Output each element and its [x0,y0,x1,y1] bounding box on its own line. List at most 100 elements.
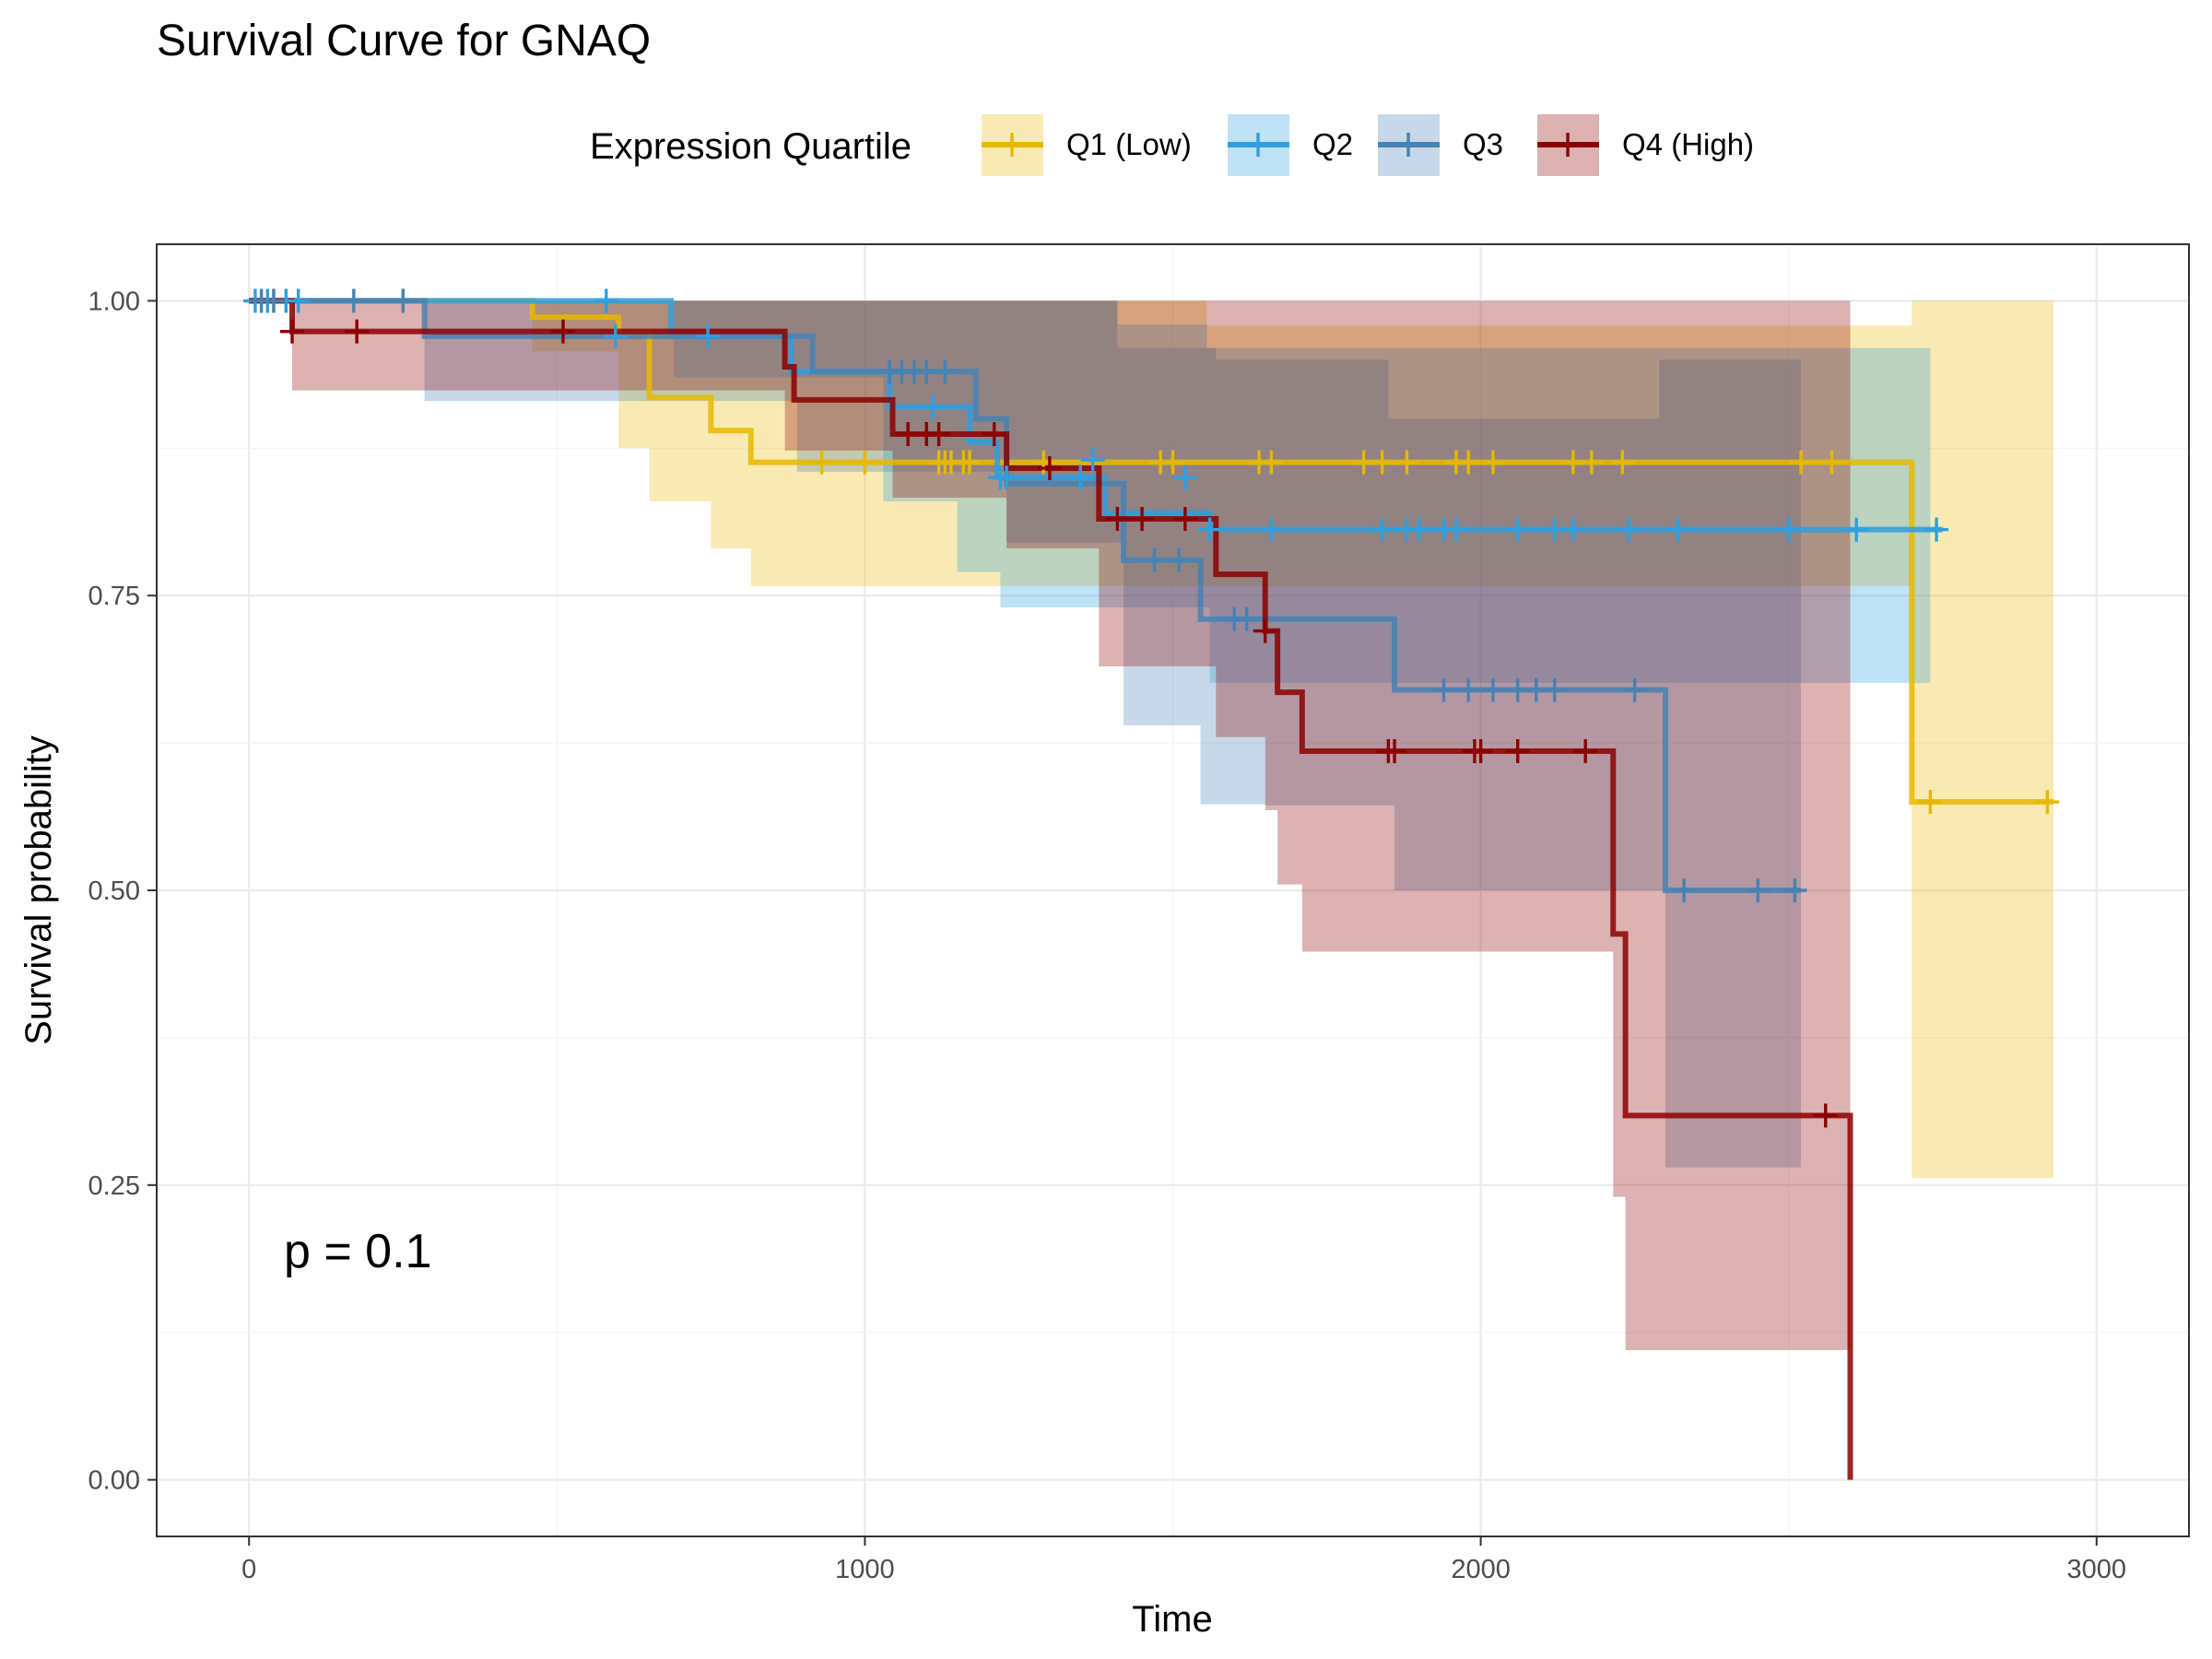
censor-mark [1456,450,1481,475]
censor-mark [958,450,982,475]
x-tick-label: 3000 [2067,1555,2127,1584]
legend-label: Q3 [1463,127,1503,161]
censor-mark [2035,790,2060,815]
censor-mark [1406,517,1431,542]
survival-curve-q1 [249,298,2053,806]
censor-mark [1813,1103,1838,1128]
legend-item-q3: Q3 [1378,114,1503,176]
censor-mark [1783,878,1807,902]
legend-item-q2: Q2 [1228,114,1353,176]
censor-mark [809,450,834,475]
y-axis-label: Survival probability [18,735,59,1045]
legend-item-q4: Q4 (High) [1537,114,1754,176]
y-tick-label: 0.75 [88,582,140,611]
censor-mark [920,394,945,419]
censor-mark [551,319,575,344]
censor-mark [1672,878,1697,902]
censor-mark [1480,677,1505,702]
censor-mark [1031,450,1056,475]
censor-mark [853,450,877,475]
censor-mark [594,288,618,313]
x-tick-label: 1000 [835,1555,895,1584]
censor-mark [1259,450,1284,475]
censor-mark [1142,547,1167,572]
p-value-annotation: p = 0.1 [284,1225,431,1278]
censor-mark [1172,465,1197,490]
x-tick-label: 0 [241,1555,256,1584]
censor-mark [1370,517,1394,542]
censor-mark [994,465,1019,490]
censor-mark [1579,450,1604,475]
ci-ribbon-q3 [249,300,1802,1168]
censor-mark [1172,507,1197,532]
censor-mark [1037,456,1062,481]
legend-label: Q4 (High) [1622,127,1754,161]
censor-mark [1610,450,1635,475]
censor-mark [1370,450,1394,475]
censor-mark [280,319,304,344]
censor-mark [1234,606,1259,631]
censor-mark [603,324,628,348]
censor-mark [1616,517,1641,542]
censor-mark [1431,677,1456,702]
legend-label: Q2 [1312,127,1353,161]
censor-mark [1918,790,1943,815]
censor-mark [1573,739,1598,764]
ci-ribbon-q1 [249,300,2053,1179]
censor-mark [1622,677,1647,702]
censor-mark [1844,517,1869,542]
censor-mark [1394,450,1419,475]
censor-mark [1068,465,1093,490]
censor-mark [286,288,311,313]
censor-mark [1480,450,1505,475]
censor-mark [1819,450,1844,475]
censor-mark [1560,517,1585,542]
censor-mark [1197,517,1222,542]
censor-mark [1382,739,1407,764]
censor-mark [1443,517,1468,542]
censor-mark [1105,507,1130,532]
censor-mark [933,359,958,384]
censor-mark [1924,517,1949,542]
censor-mark [982,421,1006,446]
censor-mark [1505,739,1530,764]
legend-key-censor [1246,133,1270,157]
x-tick-label: 2000 [1451,1555,1511,1584]
legend-key-censor [1396,133,1420,157]
x-axis-label: Time [1132,1599,1212,1640]
censor-mark [1167,547,1192,572]
censor-mark [1505,517,1530,542]
plot-panel [156,243,2190,1537]
legend-title: Expression Quartile [590,126,912,167]
ci-ribbon-q2 [249,300,1931,683]
chart-title: Survival Curve for GNAQ [157,17,651,65]
censor-mark [341,288,366,313]
legend-key-censor [1000,133,1024,157]
survival-curve-q4 [249,298,1853,1480]
ci-ribbon-q4 [249,300,1851,1350]
censor-mark [1253,618,1277,643]
censor-mark [1468,739,1493,764]
y-tick-label: 0.50 [88,877,140,906]
censor-mark [261,288,286,313]
censor-mark [1665,517,1690,542]
censor-mark [1259,517,1284,542]
legend-label: Q1 (Low) [1066,127,1192,161]
censor-mark [1160,450,1185,475]
censor-mark [1746,878,1771,902]
censor-mark [1080,448,1105,473]
legend-item-q1: Q1 (Low) [982,114,1192,176]
y-tick-label: 1.00 [88,287,140,316]
censor-mark [1542,677,1567,702]
legend-key-censor [1556,133,1580,157]
censor-mark [696,324,721,348]
censor-mark [1789,450,1814,475]
censor-mark [1456,677,1481,702]
legend: Expression Quartile Q1 (Low) Q2 Q3 Q4 (High… [590,114,1754,176]
censor-mark [1130,507,1155,532]
censor-mark [1776,517,1801,542]
y-tick-label: 0.25 [88,1171,140,1201]
censor-mark [345,319,370,344]
censor-mark [391,288,416,313]
